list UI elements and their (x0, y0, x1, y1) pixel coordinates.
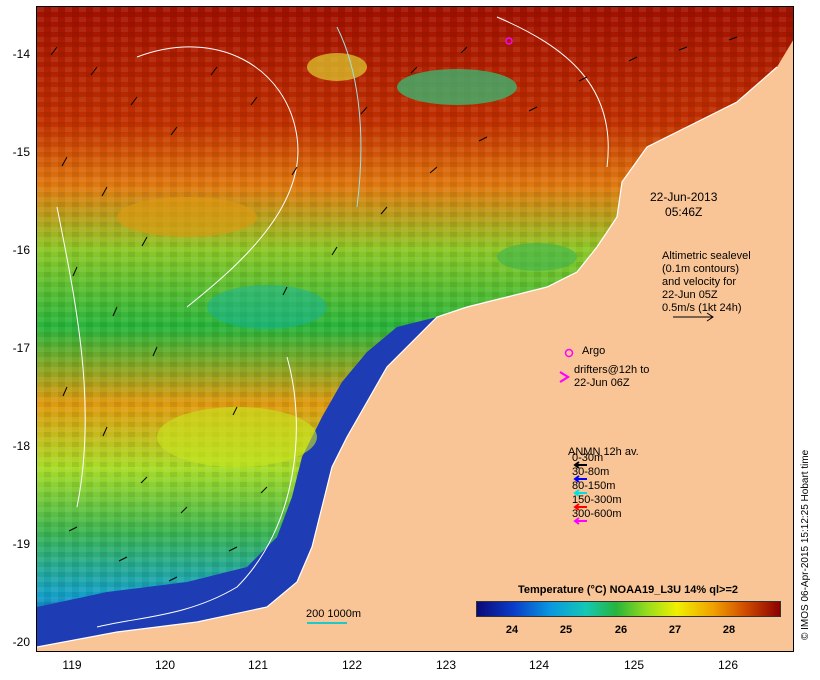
mooring-legend-item: 30-80m (572, 466, 610, 478)
drifter-marker-legend (559, 371, 571, 383)
colorbar-title: Temperature (°C) NOAA19_L3U 14% ql>=2 (518, 584, 738, 596)
lat-tick: -16 (12, 243, 30, 257)
altimetry-note-line: and velocity for (662, 276, 736, 288)
colorbar-tick: 28 (722, 624, 736, 636)
lat-tick: -19 (12, 537, 30, 551)
lon-tick: 122 (341, 658, 363, 672)
coastal-cold-band (37, 317, 437, 647)
lat-tick: -18 (12, 439, 30, 453)
mooring-legend-item: 80-150m (572, 480, 616, 492)
lat-tick: -15 (12, 145, 30, 159)
sst-map (36, 6, 794, 652)
argo-label: Argo (582, 345, 606, 357)
lon-tick: 119 (62, 658, 82, 672)
altimetry-note-line: (0.1m contours) (662, 263, 740, 275)
lon-tick: 120 (154, 658, 176, 672)
colorbar-tick: 24 (505, 624, 519, 636)
lon-tick: 124 (528, 658, 550, 672)
lat-tick: -14 (12, 47, 30, 61)
drifter-label: drifters@12h to 22-Jun 06Z (574, 364, 649, 390)
image-time: 05:46Z (665, 205, 703, 219)
mooring-legend-item: 300-600m (572, 508, 622, 520)
lon-tick: 125 (623, 658, 645, 672)
sst-map-svg (37, 7, 793, 648)
drifter-label-line: 22-Jun 06Z (574, 377, 630, 389)
mooring-legend-title: ANMN 12h av. (568, 446, 639, 458)
argo-marker-legend (564, 348, 574, 358)
lon-tick: 123 (435, 658, 457, 672)
depth-scale-bar (307, 622, 347, 624)
image-date: 22-Jun-2013 (650, 190, 718, 204)
altimetry-note-line: Altimetric sealevel (662, 250, 751, 262)
mooring-legend-item: 150-300m (572, 494, 622, 506)
mooring-legend-item: 0-30m (572, 452, 604, 464)
altimetry-note: Altimetric sealevel (0.1m contours) and … (662, 250, 751, 315)
drifter-label-line: drifters@12h to (574, 364, 650, 376)
depth-scale-label: 200 1000m (306, 608, 362, 620)
lon-tick: 121 (247, 658, 269, 672)
colorbar-tick: 25 (559, 624, 573, 636)
lon-tick: 126 (717, 658, 739, 672)
lat-tick: -17 (12, 341, 30, 355)
colorbar-tick: 27 (668, 624, 682, 636)
velocity-scale-arrow (673, 312, 714, 322)
altimetry-note-line: 22-Jun 05Z (662, 289, 718, 301)
argo-float (505, 37, 513, 45)
lat-tick: -20 (12, 635, 30, 649)
credit-text: © IMOS 06-Apr-2015 15:12:25 Hobart time (800, 449, 811, 640)
altimetry-note-line: 0.5m/s (1kt 24h) (662, 302, 742, 314)
colorbar-tick: 26 (614, 624, 628, 636)
temperature-colorbar (476, 601, 781, 617)
image-timestamp: 22-Jun-2013 05:46Z (650, 190, 717, 220)
